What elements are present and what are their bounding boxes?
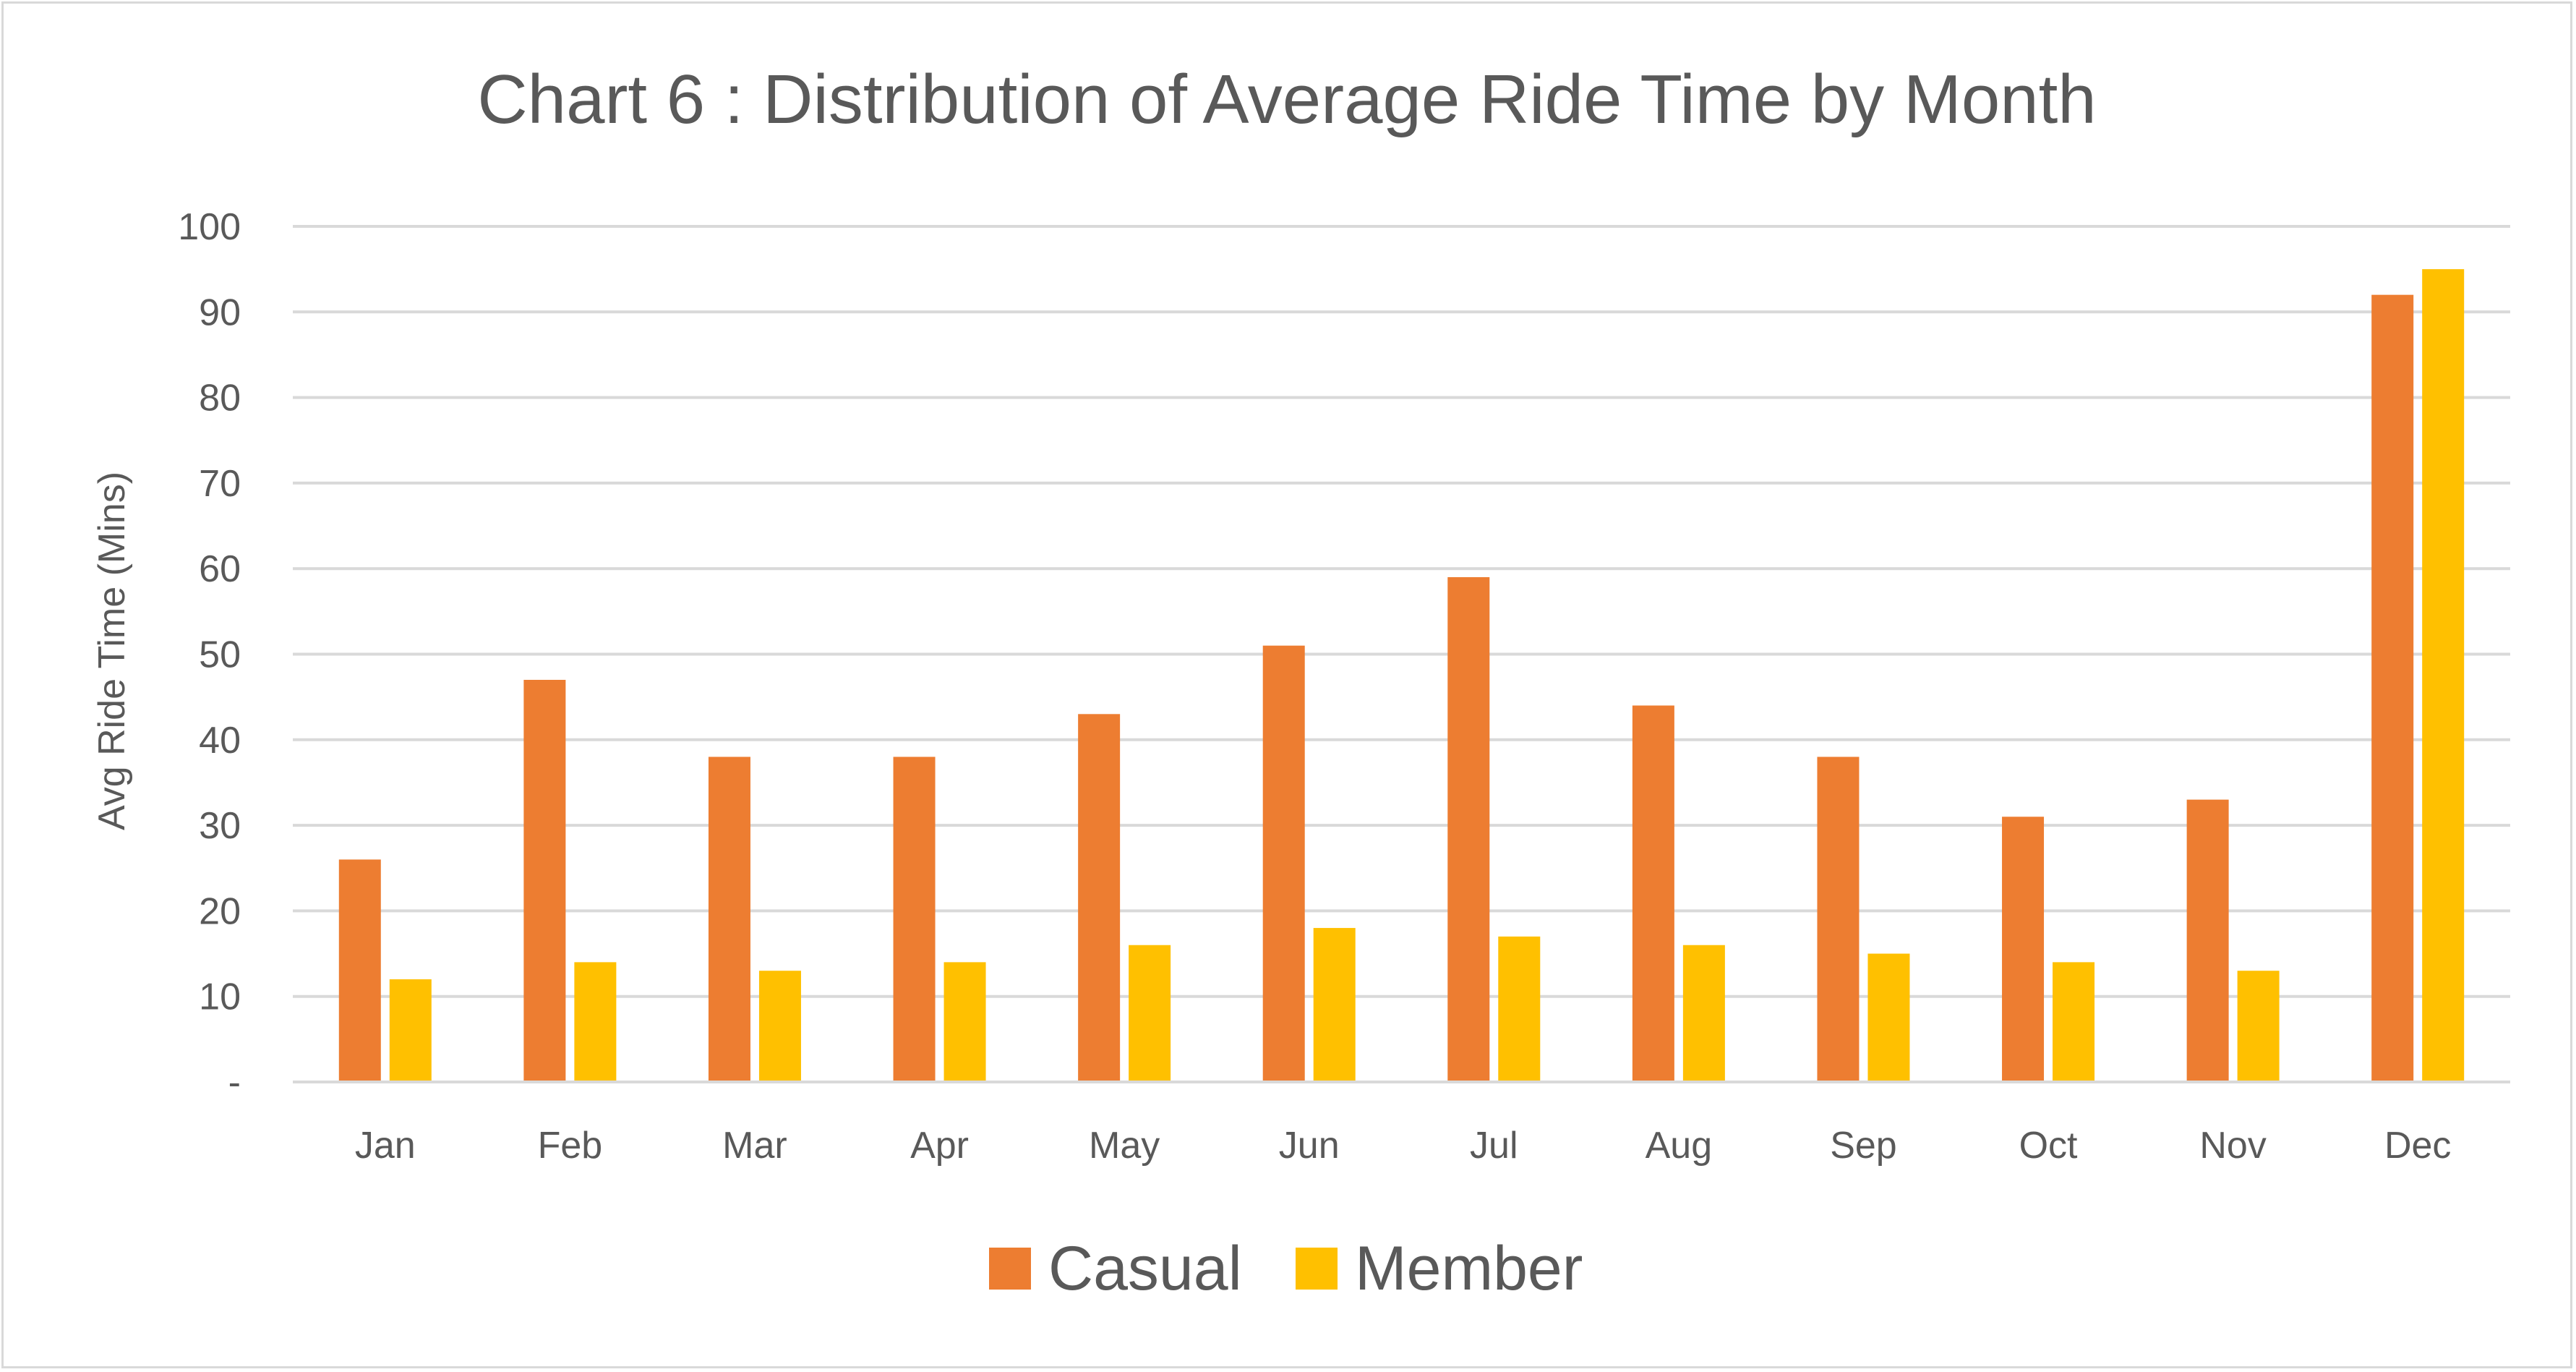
y-tick-label: 60 <box>199 548 241 590</box>
bar-member-oct <box>2053 962 2095 1082</box>
bar-casual-sep <box>1817 757 1860 1082</box>
y-tick-label: 20 <box>199 890 241 932</box>
bar-member-jun <box>1313 928 1356 1082</box>
y-tick-label: 50 <box>199 634 241 676</box>
bar-casual-may <box>1078 714 1121 1082</box>
legend-label-member: Member <box>1355 1234 1583 1303</box>
bar-member-nov <box>2237 971 2280 1082</box>
bar-casual-oct <box>2002 817 2045 1082</box>
y-tick-label: 80 <box>199 378 241 419</box>
y-tick-label: 10 <box>199 976 241 1018</box>
chart-title: Chart 6 : Distribution of Average Ride T… <box>477 61 2096 138</box>
bar-casual-feb <box>523 679 566 1082</box>
legend-label-casual: Casual <box>1048 1234 1242 1303</box>
bar-casual-mar <box>708 757 750 1082</box>
x-tick-label: Dec <box>2384 1125 2451 1167</box>
bar-casual-aug <box>1632 705 1674 1082</box>
y-tick-label: 40 <box>199 720 241 762</box>
bar-member-mar <box>758 971 801 1082</box>
x-tick-label: Oct <box>2019 1125 2078 1167</box>
bar-casual-nov <box>2186 799 2229 1082</box>
bar-member-sep <box>1867 953 1910 1082</box>
x-tick-label: Jun <box>1279 1125 1340 1167</box>
x-tick-label: Mar <box>722 1125 787 1167</box>
x-tick-label: Jan <box>355 1125 416 1167</box>
bar-member-jan <box>389 979 432 1082</box>
y-axis-title: Avg Ride Time (Mins) <box>91 472 133 830</box>
x-tick-label: May <box>1089 1125 1160 1167</box>
bar-casual-jul <box>1447 577 1490 1082</box>
gridlines <box>293 225 2510 998</box>
bar-member-jul <box>1498 936 1541 1082</box>
bars <box>338 269 2465 1082</box>
y-tick-label: 90 <box>199 291 241 333</box>
bar-casual-dec <box>2371 294 2414 1082</box>
bar-member-dec <box>2422 269 2465 1082</box>
x-tick-label: Nov <box>2199 1125 2266 1167</box>
legend-swatch-casual <box>989 1248 1031 1290</box>
x-tick-label: Sep <box>1830 1125 1897 1167</box>
x-tick-label: Aug <box>1646 1125 1713 1167</box>
bar-casual-jan <box>338 859 381 1082</box>
bar-casual-apr <box>893 757 936 1082</box>
bar-member-aug <box>1682 945 1725 1082</box>
y-tick-label: 100 <box>178 206 241 248</box>
bar-member-feb <box>574 962 617 1082</box>
y-tick-label: - <box>228 1062 241 1104</box>
bar-member-apr <box>943 962 986 1082</box>
y-tick-label: 70 <box>199 463 241 505</box>
bar-member-may <box>1129 945 1171 1082</box>
y-tick-label: 30 <box>199 805 241 847</box>
x-tick-label: Feb <box>538 1125 603 1167</box>
bar-casual-jun <box>1262 645 1305 1082</box>
x-tick-label: Apr <box>910 1125 969 1167</box>
y-axis-ticks: - 10 20 30 40 50 60 70 80 90 100 <box>178 206 241 1104</box>
x-axis-ticks: Jan Feb Mar Apr May Jun Jul Aug Sep Oct Nov Dec <box>355 1125 2452 1167</box>
legend-swatch-member <box>1296 1248 1338 1290</box>
legend: Casual Member <box>989 1234 1583 1303</box>
x-tick-label: Jul <box>1470 1125 1518 1167</box>
